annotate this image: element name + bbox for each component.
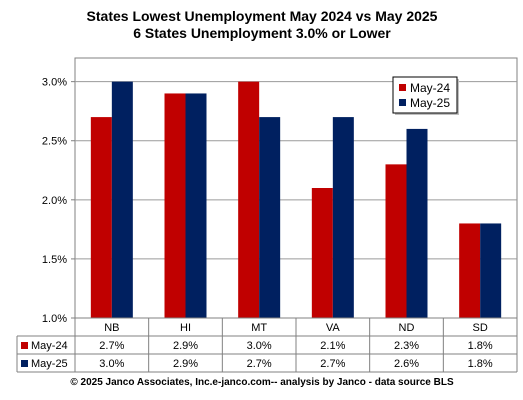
table-cell-value: 2.7% xyxy=(99,340,124,352)
category-label: VA xyxy=(326,322,341,334)
bar-may-24-nb xyxy=(90,117,112,318)
legend-box xyxy=(392,76,458,114)
table-cell-value: 2.6% xyxy=(394,358,419,370)
legend-swatch xyxy=(399,99,406,106)
bar-may-25-sd xyxy=(480,223,502,318)
table-cell-value: 2.7% xyxy=(320,358,345,370)
table-cell-value: 2.9% xyxy=(173,358,198,370)
legend-label: May-25 xyxy=(410,96,450,110)
y-tick-label: 1.5% xyxy=(42,254,67,266)
table-cell-value: 3.0% xyxy=(247,340,272,352)
y-tick-label: 3.0% xyxy=(42,77,67,89)
bar-may-25-hi xyxy=(185,93,207,318)
bar-may-24-va xyxy=(311,188,333,318)
table-cell-value: 2.1% xyxy=(320,340,345,352)
y-tick-label: 2.0% xyxy=(42,195,67,207)
data-table: NB HI MT VA ND SD May-24 2.7% 2.9% 3.0% 2.1% 2.3% 1.… xyxy=(16,317,518,373)
category-label: MT xyxy=(251,322,267,334)
y-tick-label: 1.0% xyxy=(42,313,67,325)
table-cell-value: 1.8% xyxy=(468,340,493,352)
table-cell-value: 2.7% xyxy=(247,358,272,370)
category-label: HI xyxy=(180,322,191,334)
bar-may-24-sd xyxy=(459,223,481,318)
bar-may-25-nb xyxy=(111,81,133,319)
table-series-name: May-24 xyxy=(31,340,68,352)
chart-footer: © 2025 Janco Associates, Inc.e-janco.com… xyxy=(70,377,454,388)
table-cell-value: 1.8% xyxy=(468,358,493,370)
legend-label: May-24 xyxy=(410,81,450,95)
bar-may-25-nd xyxy=(406,128,428,318)
table-series-name: May-25 xyxy=(31,358,68,370)
chart-subtitle: 6 States Unemployment 3.0% or Lower xyxy=(133,25,391,41)
bar-may-24-hi xyxy=(164,93,186,318)
table-legend-key xyxy=(21,342,28,349)
category-label: SD xyxy=(473,322,488,334)
legend-swatch xyxy=(399,84,406,91)
table-cell-value: 2.9% xyxy=(173,340,198,352)
category-label: ND xyxy=(399,322,415,334)
bar-may-25-mt xyxy=(259,117,281,318)
table-legend-key xyxy=(21,360,28,367)
y-tick-label: 2.5% xyxy=(42,136,67,148)
table-cell-value: 2.3% xyxy=(394,340,419,352)
bar-may-24-nd xyxy=(385,164,407,318)
category-label: NB xyxy=(104,322,119,334)
chart-title: States Lowest Unemployment May 2024 vs M… xyxy=(87,8,438,24)
table-cell-value: 3.0% xyxy=(99,358,124,370)
bar-may-24-mt xyxy=(238,81,260,319)
bar-may-25-va xyxy=(332,117,354,318)
